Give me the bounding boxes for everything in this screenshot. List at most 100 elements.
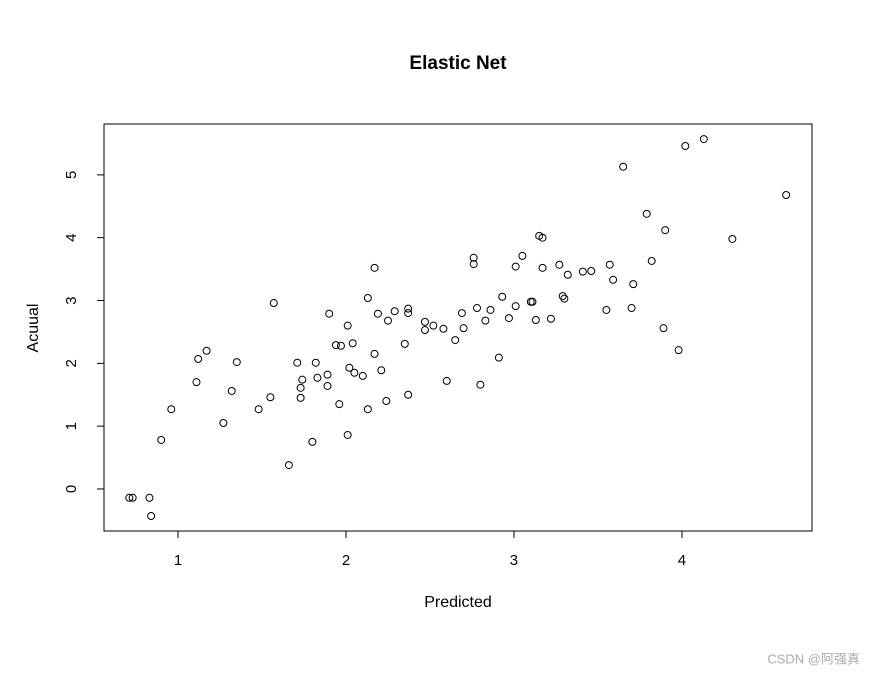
point [345, 363, 354, 372]
watermark: CSDN @阿强真 [767, 651, 860, 666]
point [400, 339, 409, 348]
point [157, 435, 166, 444]
point [587, 266, 596, 275]
point [627, 304, 636, 313]
x-tick-label: 4 [678, 552, 686, 569]
point [192, 378, 201, 387]
y-axis-label: Acuual [25, 304, 42, 353]
point [125, 493, 134, 502]
point [511, 302, 520, 311]
point [605, 260, 614, 269]
point [145, 493, 154, 502]
y-tick-label: 0 [63, 485, 80, 493]
point [343, 321, 352, 330]
point [560, 294, 569, 303]
point [311, 358, 320, 367]
point [284, 461, 293, 470]
point [498, 292, 507, 301]
point [298, 375, 307, 384]
x-tick-label: 3 [510, 552, 518, 569]
point [363, 294, 372, 303]
point [699, 135, 708, 144]
point [323, 381, 332, 390]
point [296, 383, 305, 392]
y-tick-label: 3 [63, 296, 80, 304]
point [558, 292, 567, 301]
point [358, 371, 367, 380]
point [390, 307, 399, 316]
point [629, 280, 638, 289]
point [511, 262, 520, 271]
point [313, 373, 322, 382]
point [308, 437, 317, 446]
point [659, 324, 668, 333]
point [128, 493, 137, 502]
point [335, 400, 344, 409]
point [420, 326, 429, 335]
point [331, 341, 340, 350]
point [469, 260, 478, 269]
point [382, 397, 391, 406]
point [254, 405, 263, 414]
point [538, 263, 547, 272]
point [420, 317, 429, 326]
point [674, 346, 683, 355]
point [442, 376, 451, 385]
point [451, 336, 460, 345]
point [439, 324, 448, 333]
point [194, 354, 203, 363]
point [538, 233, 547, 242]
x-tick-label: 1 [174, 552, 182, 569]
point [404, 309, 413, 318]
point [728, 234, 737, 243]
point [363, 405, 372, 414]
point [296, 393, 305, 402]
point [377, 366, 386, 375]
point [350, 368, 359, 377]
point [661, 226, 670, 235]
point [531, 315, 540, 324]
point [481, 316, 490, 325]
point [404, 390, 413, 399]
y-tick-label: 5 [63, 171, 80, 179]
point [681, 141, 690, 150]
point [348, 339, 357, 348]
y-tick-label: 4 [63, 234, 80, 242]
point [647, 256, 656, 265]
point [486, 305, 495, 314]
point [642, 209, 651, 218]
point [343, 430, 352, 439]
x-axis-label: Predicted [424, 594, 492, 611]
point [293, 358, 302, 367]
point [782, 190, 791, 199]
point [619, 162, 628, 171]
point [429, 321, 438, 330]
point [504, 314, 513, 323]
point [167, 405, 176, 414]
point [457, 309, 466, 318]
point [147, 511, 156, 520]
plot-frame [103, 123, 813, 532]
point [227, 386, 236, 395]
x-tick-label: 2 [342, 552, 350, 569]
point [336, 341, 345, 350]
point [528, 297, 537, 306]
point [323, 370, 332, 379]
point [546, 314, 555, 323]
point [269, 299, 278, 308]
point [219, 419, 228, 428]
point [325, 309, 334, 318]
point [526, 297, 535, 306]
point [518, 251, 527, 260]
point [370, 263, 379, 272]
point [578, 267, 587, 276]
point [469, 253, 478, 262]
point [602, 305, 611, 314]
point [609, 275, 618, 284]
y-tick-label: 2 [63, 359, 80, 367]
point [555, 260, 564, 269]
chart-title: Elastic Net [409, 53, 507, 74]
y-tick-label: 1 [63, 422, 80, 430]
point [473, 304, 482, 313]
